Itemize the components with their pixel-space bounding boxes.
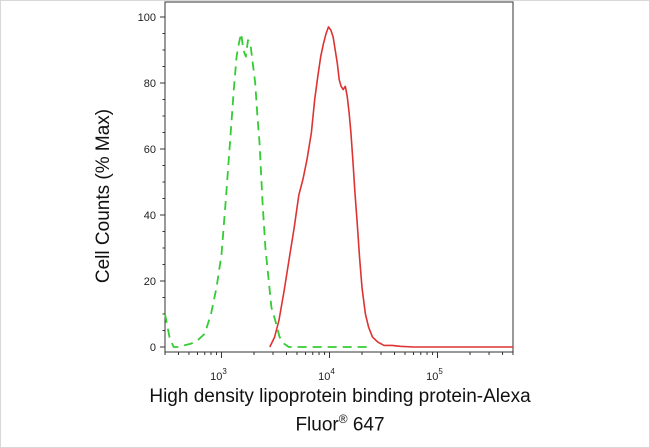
x-axis-label-line1: High density lipoprotein binding protein… [149, 386, 531, 407]
x-tick-label: 103 [210, 367, 227, 383]
y-tick-label: 0 [150, 342, 156, 354]
red-solid-histogram [269, 26, 513, 348]
x-tick-label: 105 [426, 367, 443, 383]
axes [164, 1, 514, 353]
series-layer [164, 26, 513, 348]
x-axis-label-line2: Fluor® 647 [295, 412, 385, 436]
y-tick-label: 40 [144, 210, 156, 222]
y-tick-label: 80 [144, 78, 156, 90]
x-axis-label: High density lipoprotein binding protein… [0, 385, 650, 436]
x-tick-label: 104 [318, 367, 335, 383]
green-dashed-histogram [164, 32, 373, 348]
plot-border [164, 1, 514, 353]
ticks: 0 20 40 60 80 100 103 104 105 [138, 12, 514, 383]
y-tick-label: 20 [144, 276, 156, 288]
y-axis-label: Cell Counts (% Max) [93, 108, 114, 284]
y-tick-label: 60 [144, 144, 156, 156]
y-tick-label: 100 [138, 12, 156, 24]
